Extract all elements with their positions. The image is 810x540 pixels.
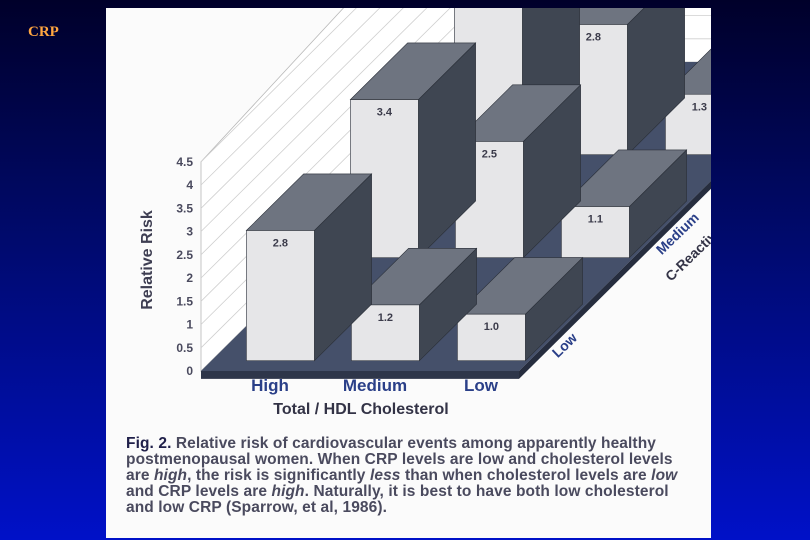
y-tick-label: 3 <box>186 225 193 239</box>
caption-text-4: and CRP levels are <box>126 483 272 500</box>
bar-value-label: 1.3 <box>692 101 707 113</box>
y-tick-label: 0.5 <box>176 341 193 355</box>
bar-front <box>561 206 630 259</box>
bar-value-label: 2.8 <box>273 238 288 250</box>
chart-floor-edge <box>519 180 711 379</box>
caption-emphasis-2: less <box>369 467 401 484</box>
bar-front <box>457 313 526 362</box>
y-tick-label: 2 <box>186 271 193 285</box>
bar-front <box>351 304 420 361</box>
x-category-label: Medium <box>343 376 407 395</box>
bar-value-label: 1.1 <box>588 214 603 226</box>
y-tick-label: 4.5 <box>176 155 193 169</box>
gridline <box>200 8 357 163</box>
bar-value-label: 1.0 <box>484 321 499 333</box>
bar-value-label: 3.4 <box>377 107 393 119</box>
y-axis-title: Relative Risk <box>139 210 156 310</box>
y-tick-label: 1 <box>186 318 193 332</box>
y-tick-label: 0 <box>186 364 193 378</box>
x-category-label: Low <box>464 376 499 395</box>
slide-tag: CRP <box>28 24 59 40</box>
caption-text-3: than when cholesterol levels are <box>400 467 652 484</box>
bar-front <box>246 230 315 361</box>
figure-caption: Fig. 2. Relative risk of cardiovascular … <box>126 436 696 516</box>
x-category-label: High <box>251 376 289 395</box>
bar-value-label: 1.2 <box>378 312 393 324</box>
caption-emphasis-1: high <box>153 467 188 484</box>
caption-text-1: Relative risk of cardiovascular events a… <box>126 435 673 484</box>
caption-emphasis-4: high <box>271 483 305 500</box>
gridline <box>200 8 428 232</box>
y-tick-label: 1.5 <box>176 294 193 308</box>
gridline <box>200 8 404 209</box>
figure-panel: 1.32.84.41.12.53.41.01.22.84.543.532.521… <box>106 8 711 538</box>
gridline <box>200 8 381 186</box>
y-tick-label: 4 <box>186 178 193 192</box>
relative-risk-3d-bar-chart: 1.32.84.41.12.53.41.01.22.84.543.532.521… <box>139 8 711 418</box>
bar-value-label: 2.8 <box>586 32 601 44</box>
caption-emphasis-3: low <box>651 467 678 484</box>
caption-fig-label: Fig. 2. <box>126 435 172 452</box>
y-tick-label: 2.5 <box>176 248 193 262</box>
chart-floor-edge <box>201 371 519 379</box>
x-axis-title: Total / HDL Cholesterol <box>273 401 448 418</box>
caption-text-2: , the risk is significantly <box>187 467 370 484</box>
y-tick-label: 3.5 <box>176 201 193 215</box>
gridline <box>200 8 451 256</box>
caption-text-5: . Naturally, it is best to have both low… <box>126 483 669 516</box>
bar-value-label: 2.5 <box>482 148 497 160</box>
